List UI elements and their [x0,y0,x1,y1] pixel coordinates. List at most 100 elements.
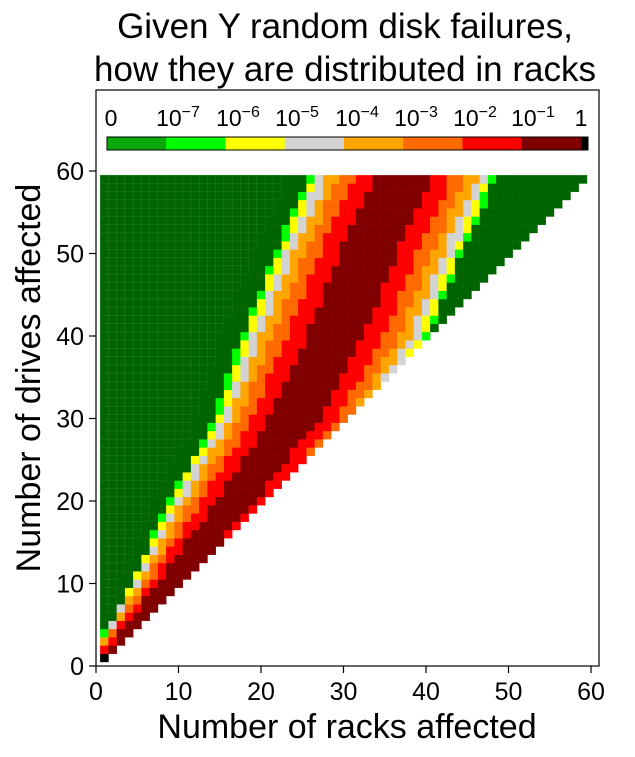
heatmap-cell [124,265,134,275]
heatmap-cell [405,232,414,242]
heatmap-cell [504,249,513,258]
heatmap-cell [265,480,274,489]
heatmap-cell [256,422,266,432]
heatmap-cell [182,538,192,547]
y-tick-label: 60 [56,158,84,186]
heatmap-cell [372,282,381,291]
heatmap-cell [537,216,546,225]
heatmap-cell [116,199,126,209]
heatmap-cell [141,529,150,539]
heatmap-cell [413,331,423,341]
heatmap-cell [223,232,233,242]
heatmap-cell [454,191,464,201]
heatmap-cell [479,224,489,234]
heatmap-cell [265,290,274,300]
heatmap-cell [232,381,241,390]
heatmap-cell [397,340,406,349]
heatmap-cell [207,480,216,489]
heatmap-cell [133,191,142,201]
heatmap-cell [314,241,324,250]
heatmap-cell [562,175,571,184]
heatmap-cell [215,191,225,201]
heatmap-cell [355,274,365,283]
heatmap-cell [273,208,282,217]
heatmap-cell [116,587,126,597]
heatmap-cell [141,183,150,192]
heatmap-cell [174,513,183,522]
heatmap-cell [166,331,175,341]
heatmap-cell [256,480,266,489]
heatmap-cell [281,422,291,432]
heatmap-cell [166,315,175,324]
heatmap-cell [190,546,200,555]
heatmap-cell [496,208,505,217]
heatmap-cell [223,381,233,390]
heatmap-cell [232,331,241,341]
heatmap-cell [100,604,109,613]
heatmap-cell [133,364,142,374]
heatmap-cell [124,208,134,217]
heatmap-cell [240,257,249,267]
heatmap-cell [182,208,192,217]
heatmap-cell [322,348,332,357]
heatmap-cell [314,199,324,209]
heatmap-cell [133,463,142,473]
heatmap-cell [512,199,522,209]
heatmap-cell [174,488,183,498]
heatmap-cell [364,323,373,333]
heatmap-cell [306,216,315,225]
heatmap-cell [215,397,225,407]
heatmap-cell [438,274,447,283]
heatmap-cell [281,175,291,184]
heatmap-cell [273,463,282,473]
heatmap-cell [372,315,381,324]
heatmap-cell [306,348,315,357]
heatmap-cell [520,208,530,217]
heatmap-cell [289,224,299,234]
heatmap-cell [430,191,439,201]
heatmap-cell [133,529,142,539]
heatmap-cell [463,216,472,225]
heatmap-cell [240,422,249,432]
heatmap-cell [388,232,398,242]
heatmap-cell [256,274,266,283]
heatmap-cell [199,183,208,192]
heatmap-cell [124,290,134,300]
heatmap-cell [256,298,266,308]
heatmap-cell [248,249,258,258]
heatmap-cell [248,430,258,440]
heatmap-cell [463,208,472,217]
heatmap-cell [100,645,109,654]
heatmap-cell [149,595,159,605]
heatmap-cell [157,265,167,275]
heatmap-cell [157,282,167,291]
heatmap-cell [100,472,109,481]
heatmap-cell [215,381,225,390]
heatmap-cell [289,381,299,390]
heatmap-cell [223,455,233,465]
heatmap-cell [405,208,414,217]
heatmap-cell [372,175,381,184]
heatmap-cell [388,224,398,234]
heatmap-cell [149,422,159,432]
heatmap-cell [273,455,282,465]
heatmap-cell [248,463,258,473]
heatmap-cell [322,199,332,209]
heatmap-cell [232,183,241,192]
heatmap-cell [314,397,324,407]
heatmap-cell [298,340,307,349]
heatmap-cell [289,439,299,448]
heatmap-cell [372,290,381,300]
heatmap-cell [256,224,266,234]
chart-title-line-2: how they are distributed in racks [94,50,596,89]
colorbar-band [225,137,286,150]
heatmap-cell [174,562,183,572]
heatmap-cell [281,315,291,324]
heatmap-cell [100,381,109,390]
heatmap-cell [298,430,307,440]
heatmap-cell [149,348,159,357]
heatmap-cell [166,241,175,250]
heatmap-cell [124,406,134,415]
heatmap-cell [397,282,406,291]
heatmap-cell [405,175,414,184]
